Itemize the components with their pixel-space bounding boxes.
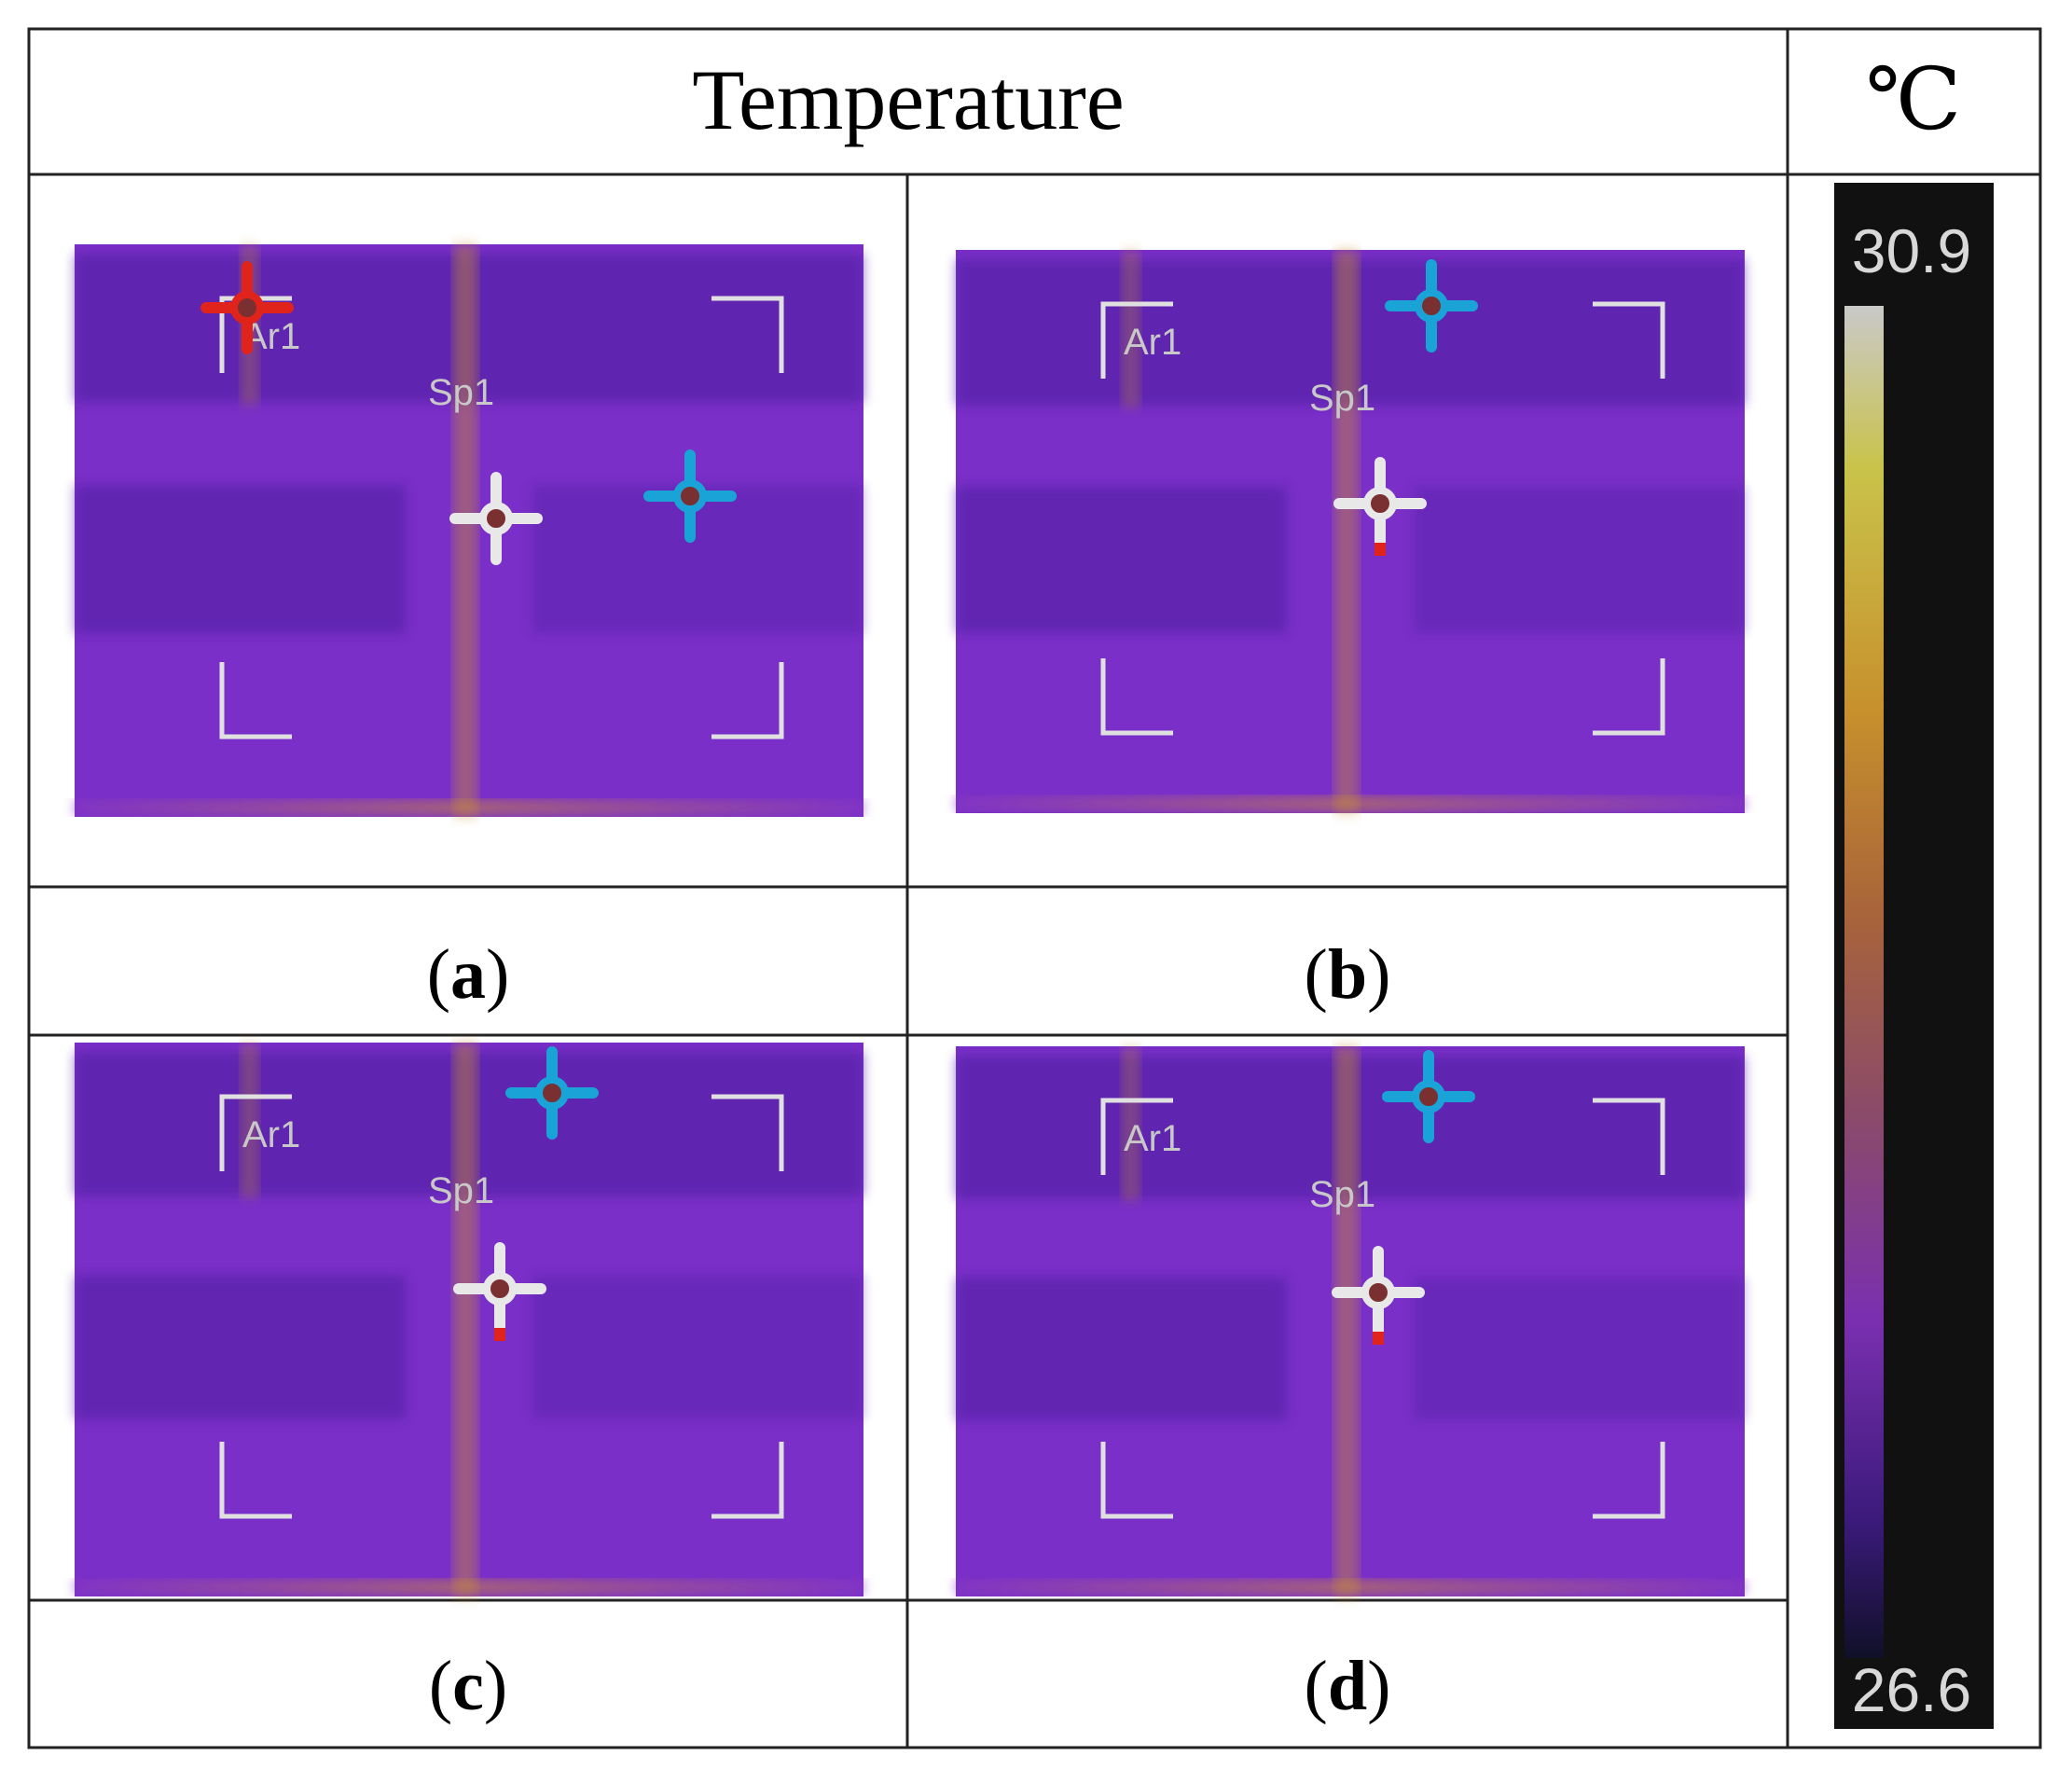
spot-crosshair-blue-icon bbox=[505, 1046, 599, 1140]
spot-crosshair-icon bbox=[453, 1242, 546, 1335]
thermal-image-c: Ar1 Sp1 bbox=[75, 1043, 863, 1596]
spot-crosshair-blue-icon bbox=[1385, 259, 1478, 352]
spot-label: Sp1 bbox=[1309, 1174, 1375, 1215]
panel-label-d: (d) bbox=[1305, 1647, 1391, 1725]
temperature-scale: 30.9 26.6 bbox=[1834, 183, 1994, 1729]
area-corner-brackets bbox=[1100, 301, 1665, 736]
spot-label: Sp1 bbox=[428, 372, 494, 413]
area-label: Ar1 bbox=[1124, 322, 1181, 363]
scale-min-label: 26.6 bbox=[1852, 1655, 1971, 1724]
red-tick bbox=[1374, 543, 1386, 556]
spot-crosshair-icon bbox=[449, 472, 543, 565]
scale-gradient-bar bbox=[1844, 306, 1884, 1658]
panel-label-a: (a) bbox=[427, 935, 510, 1014]
area-corner-brackets bbox=[219, 1094, 784, 1519]
panel-label-b: (b) bbox=[1305, 935, 1391, 1014]
figure-title: Temperature bbox=[692, 52, 1125, 147]
table-grid bbox=[27, 27, 2042, 1749]
unit-label: ℃ bbox=[1866, 52, 1962, 147]
spot-crosshair-blue-icon bbox=[643, 449, 737, 543]
area-corner-brackets bbox=[219, 296, 784, 739]
spot-crosshair-icon bbox=[1333, 457, 1427, 550]
spot-crosshair-blue-icon bbox=[1382, 1050, 1475, 1143]
area-corner-brackets bbox=[1100, 1098, 1665, 1519]
panel-label-c: (c) bbox=[429, 1647, 507, 1725]
spot-label: Sp1 bbox=[1309, 378, 1375, 419]
area-label: Ar1 bbox=[242, 1114, 300, 1155]
red-tick bbox=[1373, 1332, 1384, 1345]
thermal-image-d: Ar1 Sp1 bbox=[956, 1046, 1745, 1596]
red-tick bbox=[494, 1328, 505, 1341]
spot-crosshair-icon bbox=[1332, 1246, 1425, 1339]
thermal-image-b: Ar1 Sp1 bbox=[956, 250, 1745, 813]
spot-crosshair-red-icon bbox=[200, 261, 294, 354]
scale-max-label: 30.9 bbox=[1852, 216, 1971, 285]
area-label: Ar1 bbox=[1124, 1118, 1181, 1159]
spot-label: Sp1 bbox=[428, 1170, 494, 1211]
